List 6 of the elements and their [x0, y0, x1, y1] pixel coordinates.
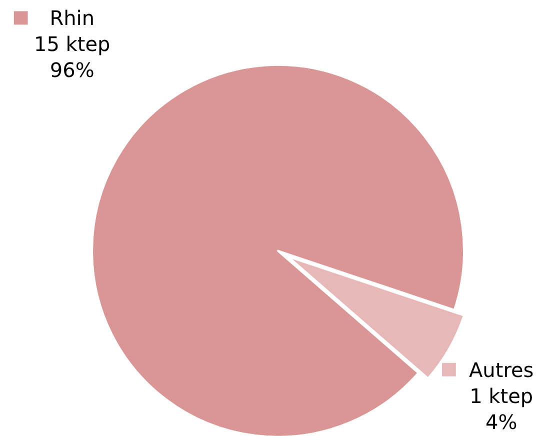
legend-label: Rhin: [50, 6, 95, 30]
data-label: 1 ktep: [470, 384, 534, 408]
legend-label: Autres: [469, 358, 534, 382]
text: 96%: [50, 58, 94, 82]
text: 4%: [485, 410, 518, 434]
data-label: 15 ktep: [34, 32, 110, 56]
